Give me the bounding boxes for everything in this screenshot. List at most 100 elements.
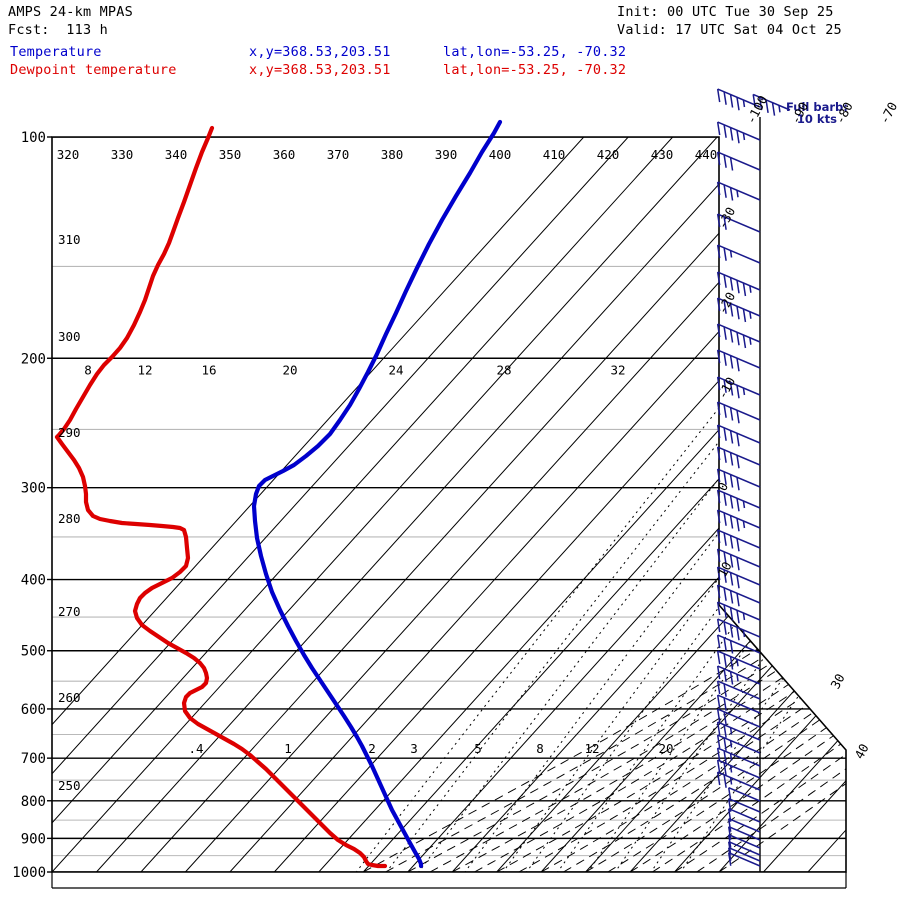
sounding-curves <box>54 119 503 869</box>
wind-barb <box>727 787 761 802</box>
isotherms <box>52 137 846 872</box>
temperature-legend-label: Temperature <box>10 44 102 60</box>
isotherm-top-label--100: -100 <box>743 93 770 127</box>
pressure-tick-100: 100 <box>21 130 46 146</box>
wind-barb-legend-line1: Full barb: <box>786 100 848 114</box>
mixing-ratio-label-12: 12 <box>584 741 599 756</box>
wind-barb <box>716 601 761 624</box>
isotherm-right-label--20: -20 <box>714 289 738 316</box>
wind-barb <box>716 376 761 399</box>
wind-barb <box>716 121 761 144</box>
isotherm-right-label-10: 10 <box>714 559 734 579</box>
pressure-tick-200: 200 <box>21 351 46 367</box>
wind-barb-legend: Full barb: 10 kts <box>786 101 848 125</box>
wind-barb <box>716 529 761 552</box>
theta-top-label-420: 420 <box>597 147 620 162</box>
theta-top-label-440: 440 <box>695 147 718 162</box>
theta-left-label-260: 260 <box>58 690 81 705</box>
isotherm-right-label-30: 30 <box>827 671 847 691</box>
wind-barb <box>716 489 761 512</box>
temperature-latlon: lat,lon=-53.25, -70.32 <box>443 44 627 60</box>
pressure-tick-1000: 1000 <box>12 865 46 881</box>
theta-left-label-280: 280 <box>58 511 81 526</box>
wind-barb <box>716 424 761 447</box>
pressure-tick-700: 700 <box>21 751 46 767</box>
pressure-tick-500: 500 <box>21 644 46 660</box>
wind-barb <box>716 509 761 532</box>
wind-barb <box>716 771 761 791</box>
wind-barb <box>716 468 761 491</box>
isotherm-200mb-label-8: 8 <box>84 362 92 377</box>
isotherm-200mb-label-32: 32 <box>610 362 625 377</box>
wind-barb-legend-glyph <box>752 93 791 116</box>
pressure-tick-300: 300 <box>21 481 46 497</box>
theta-top-label-360: 360 <box>273 147 296 162</box>
wind-barb <box>716 244 761 264</box>
theta-top-label-400: 400 <box>489 147 512 162</box>
wind-barb <box>716 323 761 349</box>
wind-barb <box>727 826 761 841</box>
mixing-ratio-label-1: 1 <box>284 741 292 756</box>
isotherm-right-label--30: -30 <box>714 204 738 231</box>
wind-barb <box>727 847 761 862</box>
wind-barb <box>716 297 761 323</box>
dewpoint-xy: x,y=368.53,203.51 <box>249 62 391 78</box>
mixing-ratio-label-3: 3 <box>410 741 418 756</box>
wind-barb <box>716 694 761 714</box>
wind-barb <box>716 566 761 589</box>
isotherm-200mb-label-24: 24 <box>388 362 403 377</box>
isotherm-top-label--80: -80 <box>832 99 856 126</box>
theta-top-label-340: 340 <box>165 147 188 162</box>
wind-barb <box>716 271 761 297</box>
wind-barb <box>716 548 761 571</box>
forecast-hour: Fcst: 113 h <box>8 22 108 38</box>
wind-barb <box>716 665 761 685</box>
wind-barb <box>716 181 761 201</box>
theta-top-label-320: 320 <box>57 147 80 162</box>
wind-barb <box>727 852 761 867</box>
theta-top-label-390: 390 <box>435 147 458 162</box>
dewpoint-temperature-curve <box>54 125 388 869</box>
mixing-ratio-label-2: 2 <box>368 741 376 756</box>
moist-adiabats <box>363 137 846 872</box>
theta-top-label-370: 370 <box>327 147 350 162</box>
dewpoint-legend-label: Dewpoint temperature <box>10 62 177 78</box>
theta-top-label-380: 380 <box>381 147 404 162</box>
pressure-tick-800: 800 <box>21 794 46 810</box>
wind-barb <box>716 734 761 754</box>
mixing-ratio-label-20: 20 <box>658 741 673 756</box>
wind-barb <box>716 680 761 700</box>
wind-barb <box>716 759 761 779</box>
wind-barb <box>727 818 761 833</box>
mixing-ratio-label-8: 8 <box>536 741 544 756</box>
wind-barb <box>727 834 761 849</box>
isotherm-200mb-label-12: 12 <box>137 362 152 377</box>
model-title: AMPS 24-km MPAS <box>8 4 133 20</box>
mixing-ratio-label-5: 5 <box>474 741 482 756</box>
wind-barb <box>716 650 761 670</box>
isotherm-right-label-0: 0 <box>714 480 731 494</box>
valid-time: Valid: 17 UTC Sat 04 Oct 25 <box>617 22 842 38</box>
theta-left-label-290: 290 <box>58 425 81 440</box>
wind-barb <box>716 721 761 741</box>
pressure-tick-400: 400 <box>21 573 46 589</box>
isotherm-right-label-40: 40 <box>851 741 871 761</box>
theta-top-label-350: 350 <box>219 147 242 162</box>
temperature-xy: x,y=368.53,203.51 <box>249 44 391 60</box>
pressure-tick-600: 600 <box>21 702 46 718</box>
isotherm-200mb-label-28: 28 <box>496 362 511 377</box>
isotherm-top-label--90: -90 <box>788 99 812 126</box>
isotherm-200mb-label-20: 20 <box>282 362 297 377</box>
wind-barb <box>716 88 761 111</box>
wind-barb <box>716 151 761 171</box>
theta-left-label-310: 310 <box>58 232 81 247</box>
wind-barb <box>716 618 761 641</box>
init-time: Init: 00 UTC Tue 30 Sep 25 <box>617 4 834 20</box>
isotherm-200mb-label-16: 16 <box>201 362 216 377</box>
mixing-ratio-label-p4: .4 <box>188 741 203 756</box>
wind-barb <box>716 634 761 654</box>
temperature-curve <box>251 119 503 869</box>
wind-barb <box>716 349 761 372</box>
wind-barb <box>716 747 761 767</box>
wind-barb <box>716 446 761 469</box>
